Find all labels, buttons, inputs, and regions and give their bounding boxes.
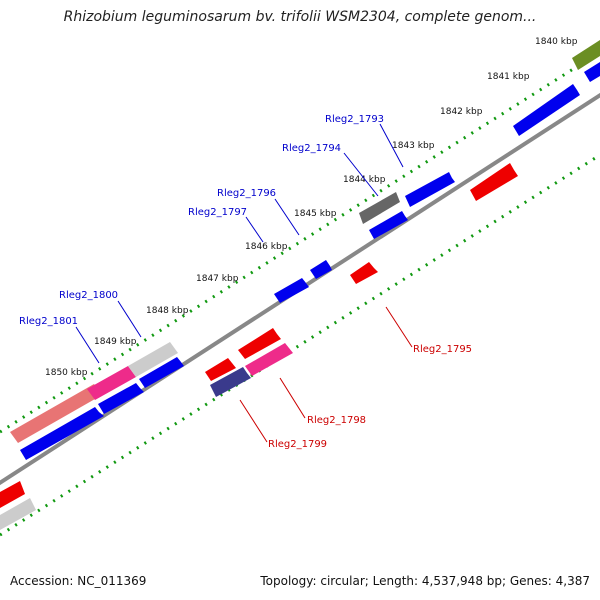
scale-label-1846: 1846 kbp bbox=[245, 242, 288, 252]
gene-segment-faded[interactable] bbox=[10, 384, 102, 443]
scale-label-1840: 1840 kbp bbox=[535, 37, 578, 47]
gene-1797-arrow[interactable] bbox=[274, 278, 309, 303]
scale-label-1843: 1843 kbp bbox=[392, 141, 435, 151]
gene-label-1799[interactable]: Rleg2_1799 bbox=[268, 439, 327, 450]
gene-label-1796[interactable]: Rleg2_1796 bbox=[217, 188, 276, 199]
gene-1798-pink[interactable] bbox=[245, 343, 293, 376]
gene-label-1800[interactable]: Rleg2_1800 bbox=[59, 290, 118, 301]
leader-1799 bbox=[239, 399, 268, 443]
scale-label-1841: 1841 kbp bbox=[487, 72, 530, 82]
scale-label-1850: 1850 kbp bbox=[45, 368, 88, 378]
gene-segment-grey[interactable] bbox=[128, 342, 178, 377]
gene-label-1801[interactable]: Rleg2_1801 bbox=[19, 316, 78, 327]
gene-1800-arrow[interactable] bbox=[98, 383, 144, 414]
scale-label-1842: 1842 kbp bbox=[440, 107, 483, 117]
gene-label-1797[interactable]: Rleg2_1797 bbox=[188, 207, 247, 218]
leader-1797 bbox=[245, 216, 264, 243]
gene-1794-block[interactable] bbox=[359, 192, 400, 224]
gene-1840-arrow[interactable] bbox=[584, 62, 600, 82]
outer-scale-track bbox=[0, 50, 600, 434]
inner-scale-track bbox=[0, 153, 600, 537]
leader-1800 bbox=[117, 300, 142, 338]
scale-label-1847: 1847 kbp bbox=[196, 274, 239, 284]
gene-reverse-right[interactable] bbox=[470, 163, 518, 201]
gene-arrow-1849[interactable] bbox=[139, 357, 184, 388]
leader-1801 bbox=[75, 326, 100, 364]
gene-label-1793[interactable]: Rleg2_1793 bbox=[325, 114, 384, 125]
gene-1799-navy[interactable] bbox=[210, 367, 251, 397]
gene-label-1798[interactable]: Rleg2_1798 bbox=[307, 415, 366, 426]
gene-label-1795[interactable]: Rleg2_1795 bbox=[413, 344, 472, 355]
gene-1799-red[interactable] bbox=[205, 358, 236, 381]
gene-1801-arrow[interactable] bbox=[20, 407, 104, 460]
map-title: Rhizobium leguminosarum bv. trifolii WSM… bbox=[63, 9, 537, 25]
accession-text: Accession: NC_011369 bbox=[10, 574, 147, 588]
leader-1795 bbox=[385, 306, 413, 348]
gene-1796-arrow[interactable] bbox=[310, 260, 332, 279]
leader-1796 bbox=[274, 198, 300, 236]
gene-1798-red[interactable] bbox=[238, 328, 281, 359]
gene-1795-arrow[interactable] bbox=[350, 262, 378, 284]
gene-1841-arrow[interactable] bbox=[513, 84, 580, 136]
leader-1794 bbox=[343, 152, 379, 197]
gene-1793-arrow[interactable] bbox=[405, 172, 455, 207]
scale-label-1849: 1849 kbp bbox=[94, 337, 137, 347]
leader-1798 bbox=[279, 377, 306, 419]
gene-reverse-left-grey[interactable] bbox=[0, 498, 36, 530]
gene-1840-olive[interactable] bbox=[572, 40, 600, 70]
gene-label-1794[interactable]: Rleg2_1794 bbox=[282, 143, 341, 154]
scale-label-1844: 1844 kbp bbox=[343, 175, 386, 185]
gene-segment-pink[interactable] bbox=[87, 366, 136, 400]
scale-label-1848: 1848 kbp bbox=[146, 306, 189, 316]
scale-label-1845: 1845 kbp bbox=[294, 209, 337, 219]
topology-summary: Topology: circular; Length: 4,537,948 bp… bbox=[260, 574, 590, 588]
gene-reverse-left-red[interactable] bbox=[0, 481, 25, 508]
gene-1794-arrow[interactable] bbox=[369, 211, 408, 239]
leader-1793 bbox=[379, 123, 404, 168]
